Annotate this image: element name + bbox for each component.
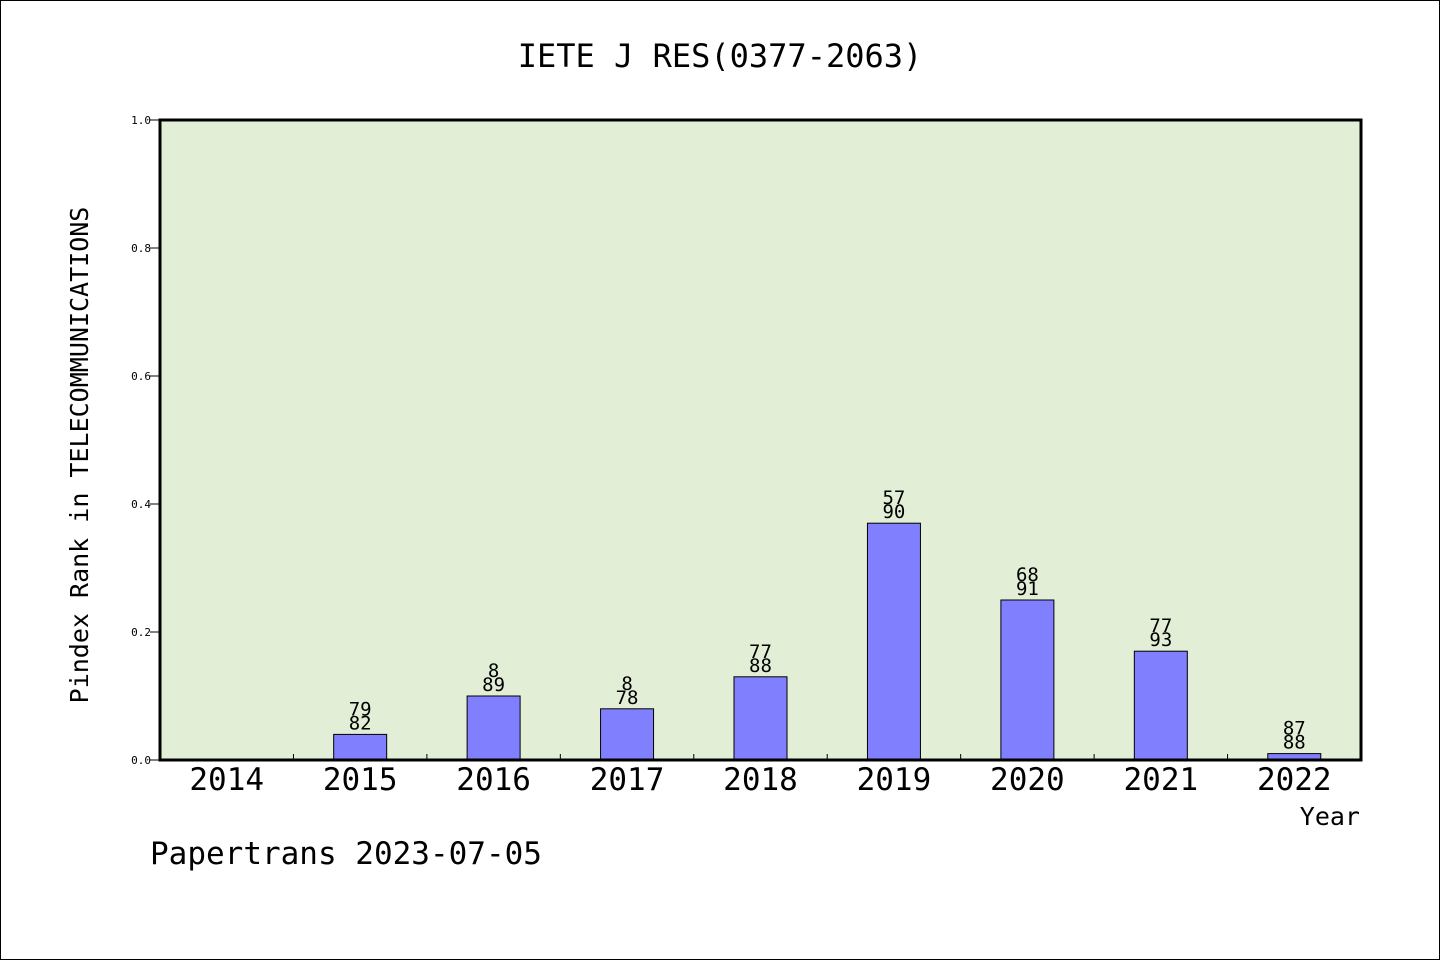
bar bbox=[466, 695, 521, 761]
bar bbox=[1000, 599, 1055, 761]
y-tick-label: 0.0 bbox=[131, 754, 151, 767]
bar bbox=[733, 676, 788, 761]
x-axis-label: Year bbox=[1300, 802, 1360, 831]
y-tick-label: 1.0 bbox=[131, 114, 151, 127]
y-axis-label: Pindex Rank in TELECOMMUNICATIONS bbox=[65, 207, 94, 704]
data-label: 93 bbox=[1149, 629, 1172, 651]
data-label: 88 bbox=[749, 655, 772, 677]
data-label: 82 bbox=[349, 712, 372, 734]
data-label: 68 bbox=[1016, 564, 1039, 586]
x-tick-label: 2017 bbox=[590, 762, 665, 798]
y-tick-label: 0.2 bbox=[131, 626, 151, 639]
data-label: 79 bbox=[349, 698, 372, 720]
x-tick-label: 2020 bbox=[990, 762, 1065, 798]
x-tick-label: 2014 bbox=[189, 762, 264, 798]
data-label: 57 bbox=[882, 487, 905, 509]
data-label: 90 bbox=[882, 501, 905, 523]
chart-title: IETE J RES(0377-2063) bbox=[518, 37, 923, 75]
x-tick-label: 2021 bbox=[1124, 762, 1199, 798]
y-tick-label: 0.4 bbox=[131, 498, 151, 511]
data-label: 77 bbox=[749, 641, 772, 663]
y-axis: 0.0 0.2 0.4 0.6 0.8 1.0 bbox=[131, 114, 160, 767]
data-label: 8 bbox=[488, 660, 499, 682]
data-label: 78 bbox=[616, 687, 639, 709]
x-tick-label: 2022 bbox=[1257, 762, 1332, 798]
bar bbox=[866, 522, 921, 761]
source-footer: Papertrans 2023-07-05 bbox=[150, 836, 542, 872]
plot-border bbox=[158, 118, 1363, 762]
y-tick-label: 0.6 bbox=[131, 370, 151, 383]
x-axis: 2014 2015 2016 2017 2018 2019 2020 2021 2022 bbox=[189, 754, 1332, 798]
data-label: 8 bbox=[621, 673, 632, 695]
bar bbox=[600, 708, 655, 761]
bar bbox=[1133, 650, 1188, 761]
data-label: 87 bbox=[1283, 718, 1306, 740]
x-tick-label: 2016 bbox=[456, 762, 531, 798]
data-label: 77 bbox=[1149, 615, 1172, 637]
data-label: 91 bbox=[1016, 578, 1039, 600]
x-tick-label: 2018 bbox=[723, 762, 798, 798]
data-label: 88 bbox=[1283, 732, 1306, 754]
x-tick-label: 2015 bbox=[323, 762, 398, 798]
data-label: 89 bbox=[482, 674, 505, 696]
bar bbox=[333, 733, 388, 761]
x-tick-label: 2019 bbox=[857, 762, 932, 798]
y-tick-label: 0.8 bbox=[131, 242, 151, 255]
